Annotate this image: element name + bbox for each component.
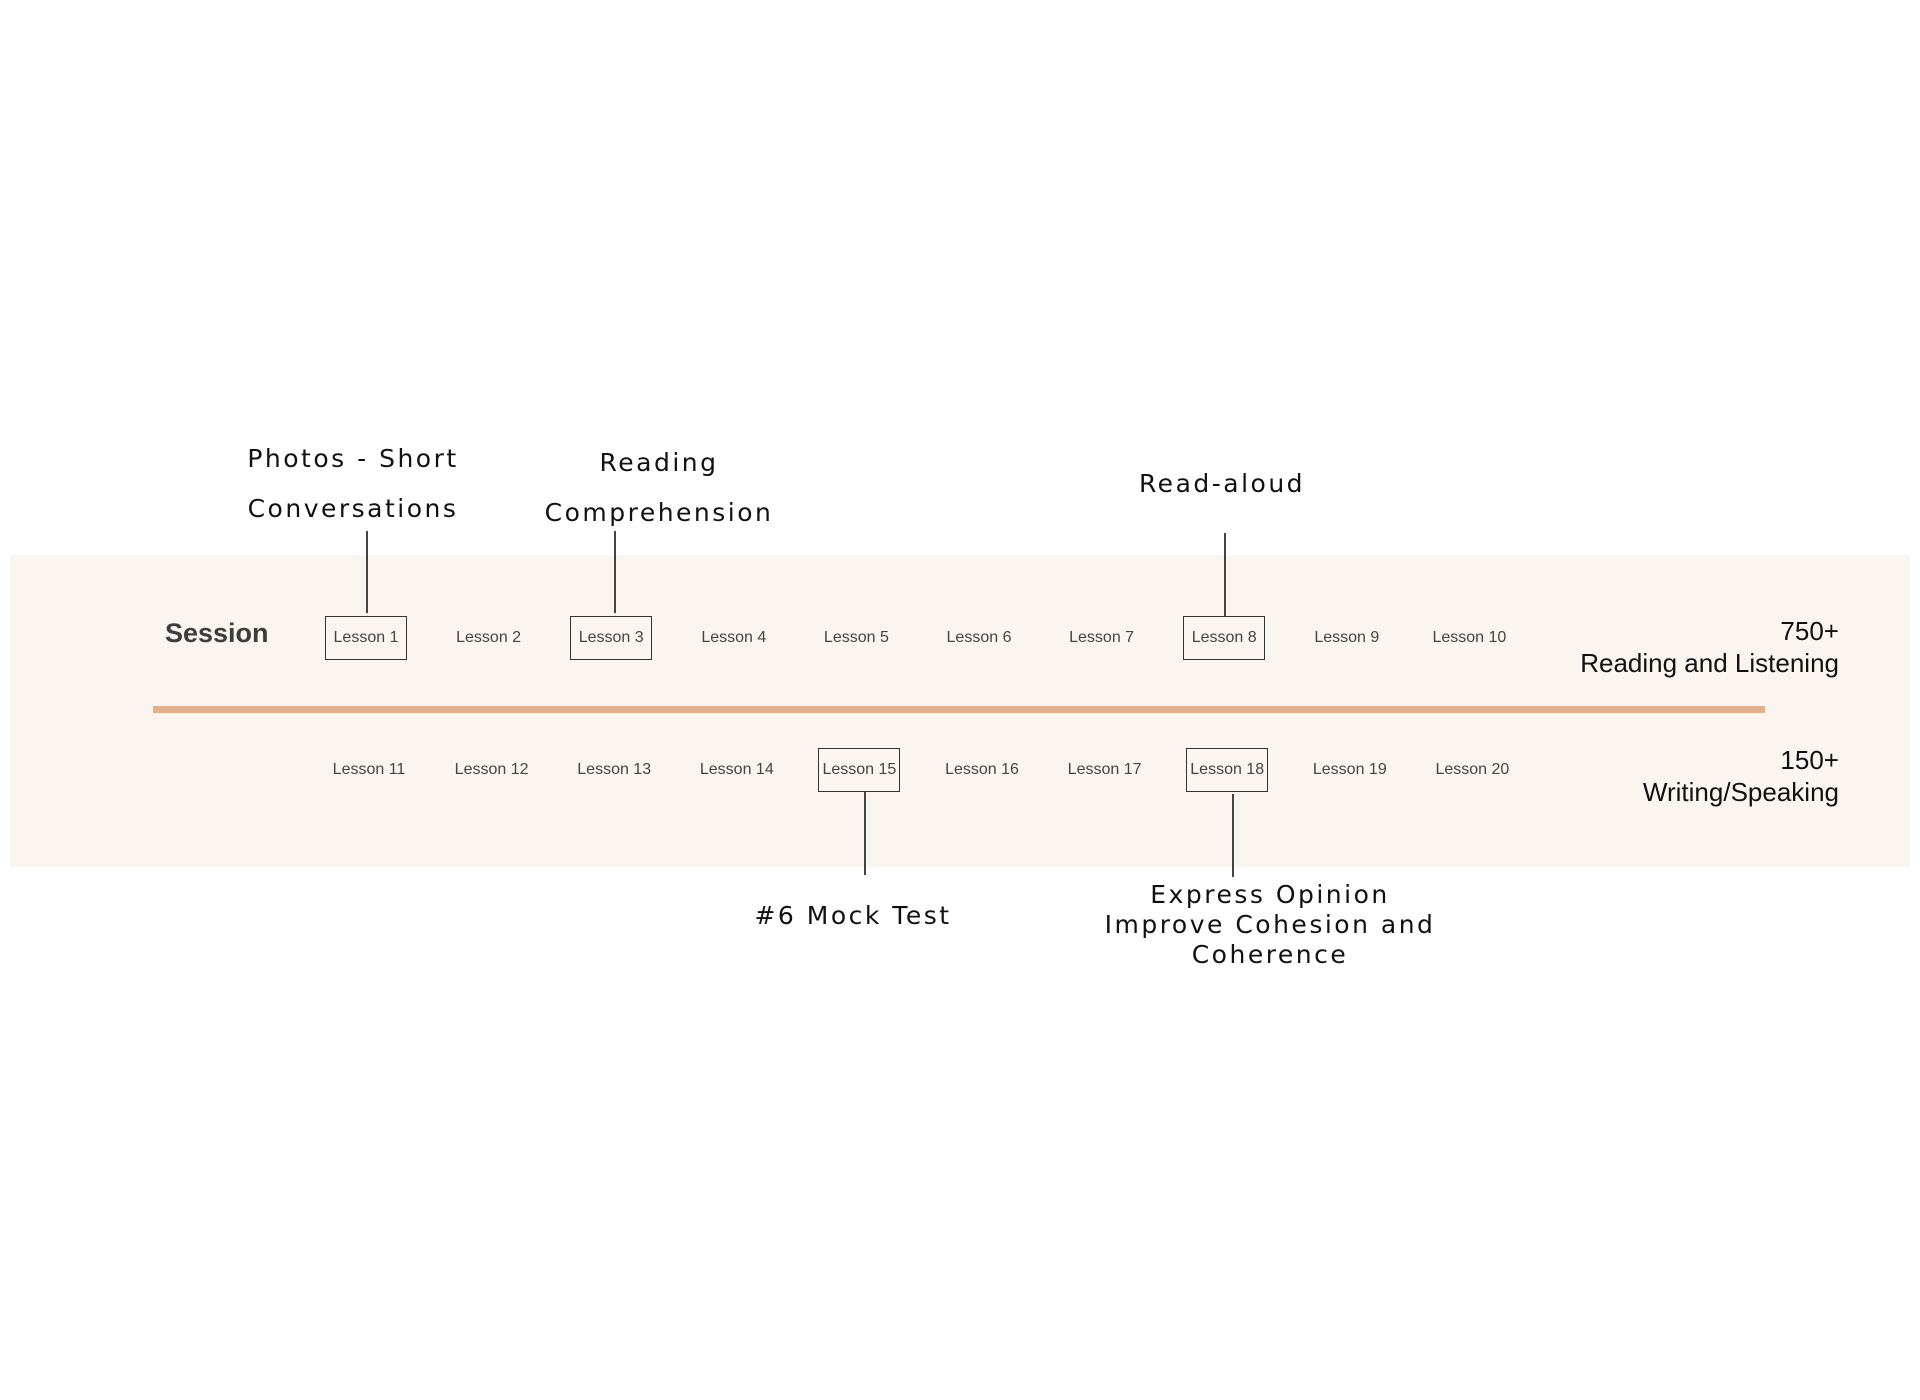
- lesson-17: Lesson 17: [1067, 761, 1142, 778]
- bottom-score: 150+: [1780, 745, 1839, 775]
- callout-lesson-18: Express Opinion Improve Cohesion and Coh…: [1105, 880, 1436, 970]
- lesson-15: Lesson 15: [818, 748, 901, 792]
- lesson-12: Lesson 12: [454, 761, 529, 778]
- connector-line: [614, 531, 616, 613]
- lesson-9: Lesson 9: [1314, 629, 1380, 646]
- lesson-14: Lesson 14: [699, 761, 774, 778]
- lesson-13: Lesson 13: [577, 761, 652, 778]
- lesson-1: Lesson 1: [325, 616, 407, 660]
- lesson-18: Lesson 18: [1186, 748, 1269, 792]
- callout-lesson-1: Photos - Short Conversations: [247, 434, 458, 534]
- lesson-8: Lesson 8: [1183, 616, 1266, 660]
- connector-line: [366, 531, 368, 613]
- bottom-category: Writing/Speaking: [1642, 777, 1839, 807]
- bottom-row-summary: 150+ Writing/Speaking: [1643, 744, 1839, 808]
- top-category: Reading and Listening: [1580, 648, 1839, 678]
- lesson-7: Lesson 7: [1069, 629, 1135, 646]
- callout-line: Coherence: [1191, 940, 1349, 969]
- lesson-3: Lesson 3: [570, 616, 653, 660]
- callout-line: Express Opinion: [1150, 880, 1390, 909]
- timeline-divider: [153, 706, 1765, 713]
- lesson-5: Lesson 5: [823, 629, 889, 646]
- lesson-11: Lesson 11: [332, 761, 406, 778]
- top-score: 750+: [1780, 616, 1839, 646]
- callout-lesson-3: Reading Comprehension: [545, 438, 774, 538]
- connector-line: [1224, 533, 1226, 616]
- lesson-20: Lesson 20: [1435, 761, 1510, 778]
- callout-line: Read-aloud: [1138, 469, 1306, 498]
- top-row-summary: 750+ Reading and Listening: [1580, 615, 1839, 679]
- lesson-6: Lesson 6: [946, 629, 1012, 646]
- lesson-19: Lesson 19: [1312, 761, 1387, 778]
- callout-line: Conversations: [247, 494, 459, 523]
- connector-line: [864, 792, 866, 875]
- callout-line: Improve Cohesion and: [1104, 910, 1436, 939]
- callout-line: Photos - Short: [247, 444, 459, 473]
- callout-lesson-15: #6 Mock Test: [754, 899, 951, 933]
- callout-line: #6 Mock Test: [754, 901, 952, 930]
- callout-line: Comprehension: [544, 498, 774, 527]
- connector-line: [1232, 794, 1234, 877]
- lesson-16: Lesson 16: [945, 761, 1019, 778]
- lesson-2: Lesson 2: [456, 629, 522, 646]
- lesson-4: Lesson 4: [701, 629, 767, 646]
- session-label: Session: [165, 618, 269, 648]
- callout-line: Reading: [599, 448, 719, 477]
- lesson-10: Lesson 10: [1432, 629, 1507, 646]
- callout-lesson-8: Read-aloud: [1139, 467, 1305, 501]
